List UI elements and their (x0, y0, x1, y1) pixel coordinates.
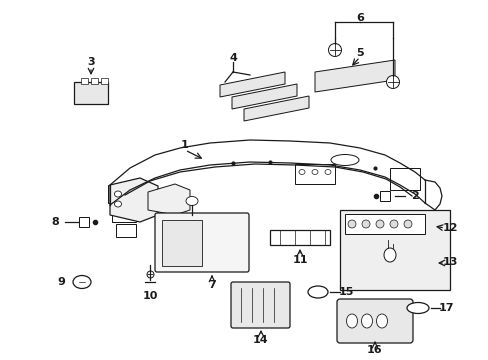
Ellipse shape (361, 220, 369, 228)
Polygon shape (220, 72, 285, 97)
Bar (294, 164, 334, 184)
Text: 17: 17 (437, 303, 453, 313)
Bar (101, 78, 108, 84)
Ellipse shape (406, 302, 428, 314)
Ellipse shape (114, 191, 121, 197)
Bar (116, 224, 136, 237)
Ellipse shape (403, 220, 411, 228)
Bar (389, 168, 419, 190)
Text: 16: 16 (366, 345, 382, 355)
Ellipse shape (311, 170, 317, 175)
Text: 4: 4 (228, 53, 237, 63)
Polygon shape (231, 84, 296, 109)
Ellipse shape (185, 197, 198, 206)
Ellipse shape (386, 76, 399, 89)
FancyBboxPatch shape (155, 213, 248, 272)
Polygon shape (110, 178, 158, 222)
Polygon shape (244, 96, 308, 121)
Text: 13: 13 (442, 257, 457, 267)
Text: 3: 3 (87, 57, 95, 67)
Ellipse shape (114, 201, 121, 207)
Bar (79, 217, 89, 227)
Ellipse shape (328, 44, 341, 57)
Text: 2: 2 (410, 191, 418, 201)
Ellipse shape (298, 170, 305, 175)
Bar (269, 230, 329, 245)
Text: 11: 11 (292, 255, 307, 265)
Bar (81, 78, 88, 84)
Ellipse shape (389, 220, 397, 228)
FancyBboxPatch shape (230, 282, 289, 328)
Ellipse shape (375, 220, 383, 228)
Polygon shape (148, 184, 190, 215)
Ellipse shape (361, 314, 372, 328)
Text: 1: 1 (181, 140, 188, 150)
Polygon shape (314, 60, 394, 92)
Ellipse shape (347, 220, 355, 228)
Text: 12: 12 (441, 223, 457, 233)
Bar (345, 214, 424, 234)
Text: 6: 6 (355, 13, 363, 23)
Ellipse shape (73, 275, 91, 288)
Ellipse shape (383, 248, 395, 262)
Text: 10: 10 (142, 291, 157, 301)
Text: 7: 7 (208, 280, 215, 290)
Text: 14: 14 (253, 335, 268, 345)
Text: 8: 8 (51, 217, 59, 227)
FancyBboxPatch shape (336, 299, 412, 343)
Ellipse shape (376, 314, 386, 328)
Bar (162, 220, 202, 266)
Ellipse shape (330, 154, 358, 166)
Bar (339, 210, 449, 290)
Text: 15: 15 (338, 287, 353, 297)
Bar (112, 207, 136, 222)
Bar (379, 191, 389, 201)
Bar (108, 185, 136, 203)
Bar (91, 78, 98, 84)
Text: 9: 9 (57, 277, 65, 287)
Ellipse shape (307, 286, 327, 298)
Ellipse shape (325, 170, 330, 175)
Bar (74, 82, 108, 104)
Ellipse shape (346, 314, 357, 328)
Text: 5: 5 (355, 48, 363, 58)
